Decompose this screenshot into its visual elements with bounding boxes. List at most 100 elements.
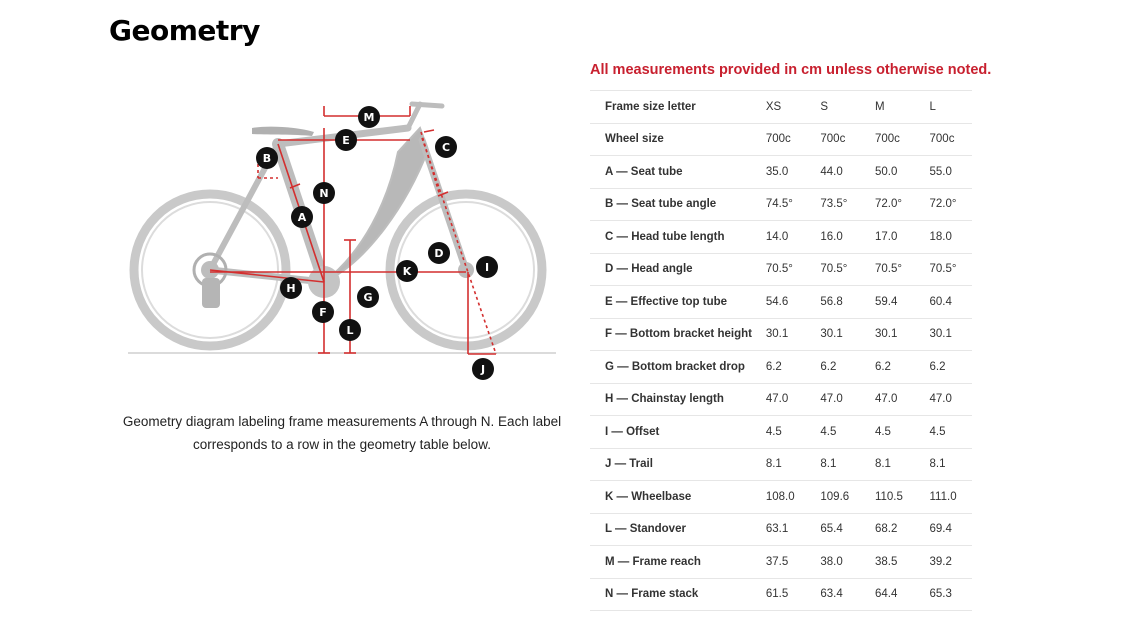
caption-line-1: Geometry diagram labeling frame measurem… (122, 414, 562, 429)
row-value: 6.2 (765, 350, 821, 384)
row-value: 8.1 (929, 448, 972, 481)
table-row: K — Wheelbase 108.0 109.6 110.5 111.0 (590, 480, 972, 514)
row-value: 70.5° (874, 253, 930, 286)
caption-line-2: corresponds to a row in the geometry tab… (193, 437, 491, 452)
row-value: 6.2 (874, 350, 930, 384)
svg-text:L: L (346, 324, 353, 337)
marker-d: D (428, 242, 450, 264)
svg-text:K: K (403, 265, 412, 278)
row-value: 47.0 (765, 383, 821, 416)
row-value: 37.5 (765, 545, 821, 579)
row-value: 30.1 (929, 318, 972, 351)
row-value: 109.6 (820, 480, 875, 514)
row-label: M — Frame reach (590, 545, 766, 579)
row-value: 64.4 (874, 578, 930, 611)
svg-text:E: E (342, 134, 350, 147)
row-value: 8.1 (820, 448, 875, 481)
row-value: 56.8 (820, 285, 875, 319)
row-value: 700c (765, 122, 821, 156)
row-value: 47.0 (929, 383, 972, 416)
svg-text:D: D (434, 247, 443, 260)
marker-b: B (256, 147, 278, 169)
row-value: 16.0 (820, 220, 875, 254)
row-value: 70.5° (929, 253, 972, 286)
row-value: 4.5 (820, 415, 875, 449)
row-value: 50.0 (874, 155, 930, 189)
row-value: 6.2 (820, 350, 875, 384)
row-value: 4.5 (929, 415, 972, 449)
svg-text:I: I (485, 261, 489, 274)
row-value: 6.2 (929, 350, 972, 384)
row-value: 30.1 (874, 318, 930, 351)
marker-j: J (472, 358, 494, 380)
row-value: 30.1 (820, 318, 875, 351)
row-value: 8.1 (874, 448, 930, 481)
row-value: 8.1 (765, 448, 821, 481)
row-value: 700c (874, 122, 930, 156)
row-value: 63.1 (765, 513, 821, 546)
table-row: G — Bottom bracket drop 6.2 6.2 6.2 6.2 (590, 350, 972, 384)
table-row: B — Seat tube angle 74.5° 73.5° 72.0° 72.0° (590, 188, 972, 221)
row-value: 108.0 (765, 480, 821, 514)
marker-n: N (313, 182, 335, 204)
table-row: A — Seat tube 35.0 44.0 50.0 55.0 (590, 155, 972, 189)
row-value: 69.4 (929, 513, 972, 546)
row-value: 63.4 (820, 578, 875, 611)
page-title: Geometry (109, 14, 260, 47)
row-value: 68.2 (874, 513, 930, 546)
row-value: 47.0 (820, 383, 875, 416)
measurement-lines (209, 106, 497, 355)
row-label: L — Standover (590, 513, 766, 546)
row-value: 18.0 (929, 220, 972, 254)
measurement-note: All measurements provided in cm unless o… (590, 62, 992, 78)
saddle (252, 126, 314, 136)
row-value: 72.0° (874, 188, 930, 221)
row-value: 61.5 (765, 578, 821, 611)
row-label: E — Effective top tube (590, 285, 766, 319)
row-value: 700c (820, 122, 875, 156)
row-label: N — Frame stack (590, 578, 766, 611)
row-value: 17.0 (874, 220, 930, 254)
row-label: D — Head angle (590, 253, 766, 286)
marker-i: I (476, 256, 498, 278)
row-value: 73.5° (820, 188, 875, 221)
svg-text:N: N (319, 187, 328, 200)
row-label: A — Seat tube (590, 155, 766, 189)
size-header: M (874, 90, 930, 124)
svg-text:G: G (363, 291, 372, 304)
table-row: N — Frame stack 61.5 63.4 64.4 65.3 (590, 578, 972, 611)
header-label: Frame size letter (590, 90, 766, 124)
row-value: 70.5° (820, 253, 875, 286)
row-label: Wheel size (590, 122, 766, 156)
table-row: F — Bottom bracket height 30.1 30.1 30.1 30.… (590, 318, 972, 351)
row-label: B — Seat tube angle (590, 188, 766, 221)
row-value: 44.0 (820, 155, 875, 189)
row-label: F — Bottom bracket height (590, 318, 766, 351)
table-row: E — Effective top tube 54.6 56.8 59.4 60.4 (590, 285, 972, 319)
row-label: K — Wheelbase (590, 480, 766, 514)
row-value: 38.0 (820, 545, 875, 579)
row-value: 65.3 (929, 578, 972, 611)
size-header: S (820, 90, 875, 124)
marker-c: C (435, 136, 457, 158)
marker-e: E (335, 129, 357, 151)
marker-a: A (291, 206, 313, 228)
row-value: 30.1 (765, 318, 821, 351)
row-label: G — Bottom bracket drop (590, 350, 766, 384)
svg-text:C: C (442, 141, 450, 154)
row-value: 47.0 (874, 383, 930, 416)
table-body: Wheel size 700c 700c 700c 700c A — Seat tube 3… (590, 122, 972, 611)
table-row: J — Trail 8.1 8.1 8.1 8.1 (590, 448, 972, 481)
row-value: 4.5 (765, 415, 821, 449)
svg-text:F: F (319, 306, 327, 319)
row-value: 55.0 (929, 155, 972, 189)
size-header: XS (765, 90, 821, 124)
table-row: L — Standover 63.1 65.4 68.2 69.4 (590, 513, 972, 546)
svg-text:J: J (480, 363, 485, 376)
table-row: M — Frame reach 37.5 38.0 38.5 39.2 (590, 545, 972, 579)
row-value: 65.4 (820, 513, 875, 546)
row-value: 35.0 (765, 155, 821, 189)
table-row: D — Head angle 70.5° 70.5° 70.5° 70.5° (590, 253, 972, 286)
row-value: 72.0° (929, 188, 972, 221)
geometry-diagram: M E C B N A D I K H G F L J (128, 101, 556, 380)
